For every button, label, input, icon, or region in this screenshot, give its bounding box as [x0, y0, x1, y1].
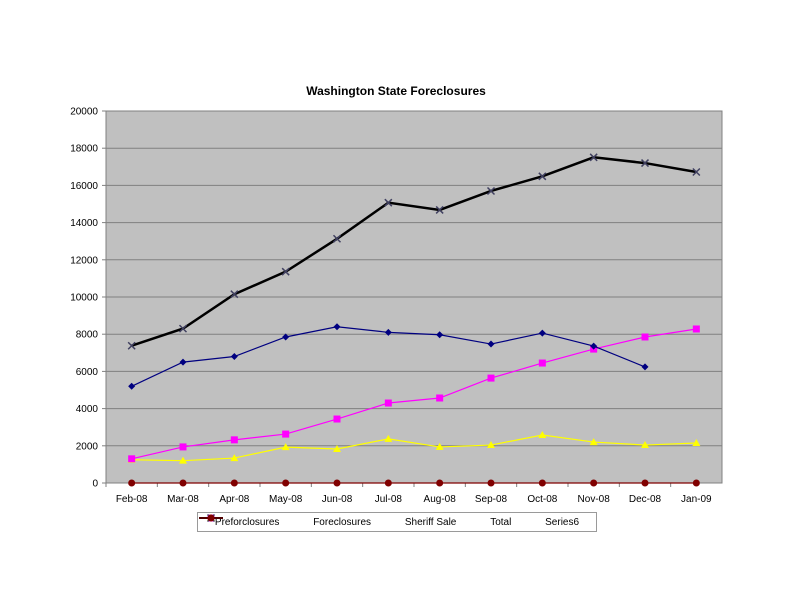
x-tick-label: Jun-08 — [322, 494, 353, 505]
legend: Preforclosures Foreclosures Sheriff Sale To… — [197, 512, 597, 532]
x-tick-label: Apr-08 — [219, 494, 249, 505]
y-tick-label: 20000 — [70, 107, 98, 118]
series-total — [127, 153, 701, 350]
legend-item: Sheriff Sale — [199, 514, 457, 528]
legend-label: Foreclosures — [313, 516, 372, 528]
legend-item: Preforclosures — [199, 514, 280, 528]
series-foreclosures — [128, 325, 700, 463]
legend-label: Sheriff Sale — [404, 516, 457, 528]
y-tick-label: 16000 — [70, 181, 98, 192]
x-tick-label: Sep-08 — [475, 494, 508, 505]
x-tick-label: Jan-09 — [681, 494, 712, 505]
y-tick-label: 4000 — [76, 404, 99, 415]
series-preforclosures — [128, 323, 649, 390]
x-tick-label: Dec-08 — [629, 494, 662, 505]
chart-title: Washington State Foreclosures — [306, 84, 486, 98]
x-tick-label: Mar-08 — [167, 494, 199, 505]
legend-item: Series6 — [199, 514, 580, 528]
legend-item: Foreclosures — [199, 514, 372, 528]
y-tick-label: 18000 — [70, 144, 98, 155]
x-tick-label: May-08 — [269, 494, 303, 505]
y-tick-label: 0 — [92, 479, 98, 490]
y-tick-label: 14000 — [70, 218, 98, 229]
y-tick-label: 12000 — [70, 255, 98, 266]
x-tick-label: Feb-08 — [116, 494, 148, 505]
series-series6 — [128, 479, 700, 487]
x-tick-label: Jul-08 — [375, 494, 403, 505]
legend-label: Series6 — [545, 516, 580, 528]
x-tick-label: Aug-08 — [424, 494, 457, 505]
y-tick-label: 10000 — [70, 293, 98, 304]
series-sheriff-sale — [127, 431, 701, 464]
legend-circle-icon — [199, 514, 223, 522]
legend-item: Total — [199, 513, 512, 528]
x-tick-label: Oct-08 — [527, 494, 557, 505]
legend-label: Total — [490, 516, 512, 528]
y-tick-label: 8000 — [76, 330, 99, 341]
y-tick-label: 6000 — [76, 367, 99, 378]
y-tick-label: 2000 — [76, 441, 99, 452]
legend-label: Preforclosures — [214, 516, 280, 528]
x-tick-label: Nov-08 — [578, 494, 611, 505]
